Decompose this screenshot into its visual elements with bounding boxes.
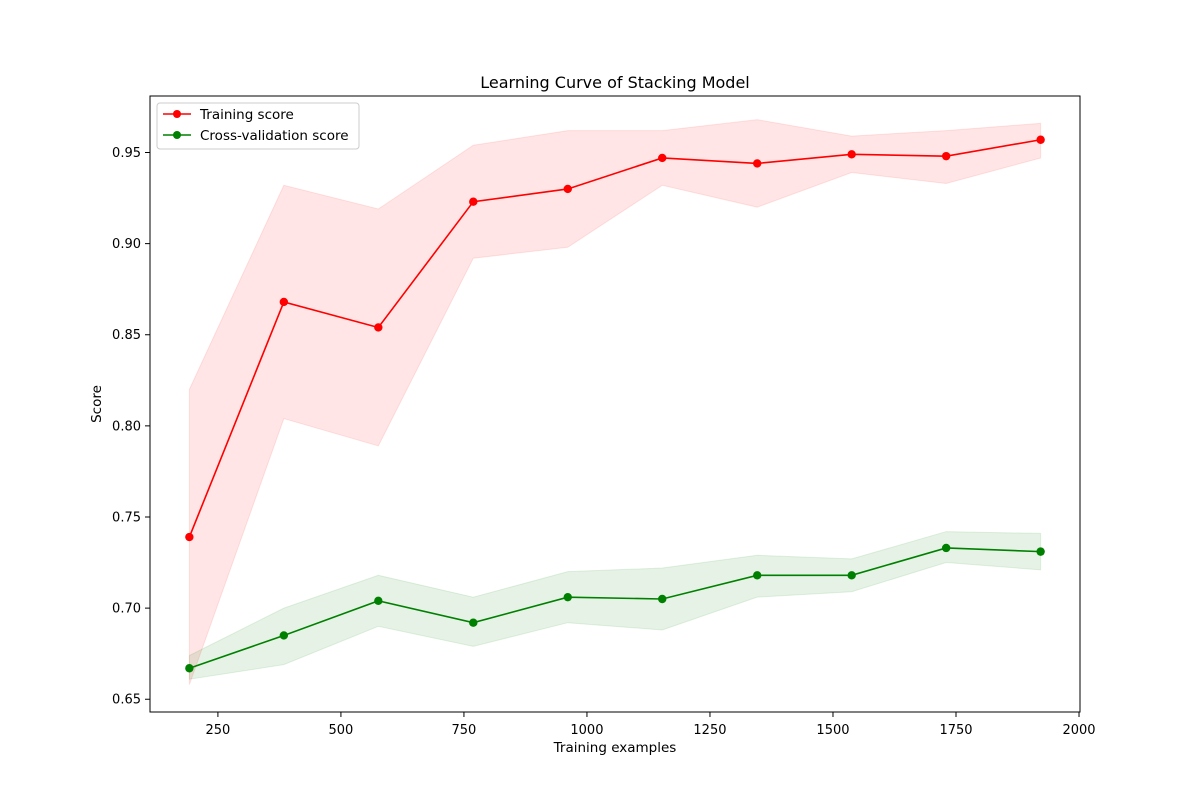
training-score-point: [185, 532, 194, 542]
training-score-point: [1036, 135, 1045, 144]
y-axis-ticks: 0.65 0.70 0.75 0.80 0.85 0.90 0.95: [112, 146, 150, 708]
x-tick-label: 500: [329, 723, 354, 738]
y-tick-label: 0.75: [112, 510, 141, 525]
x-tick-label: 1250: [693, 723, 726, 738]
cross-validation-score-point: [941, 543, 951, 553]
legend-marker-cross-validation: [173, 131, 181, 139]
training-score-point: [753, 159, 762, 168]
x-tick-label: 250: [205, 723, 230, 738]
x-tick-label: 750: [452, 723, 477, 738]
legend-box: [156, 102, 360, 150]
cross-validation-score-point: [658, 594, 667, 604]
training-score-point: [279, 297, 289, 307]
legend-marker-training: [173, 110, 181, 118]
y-axis-label: Score: [89, 385, 105, 423]
confidence-bands: [188, 119, 1042, 685]
x-tick-label: 2000: [1062, 723, 1095, 738]
cross-validation-score-band: [188, 531, 1042, 680]
cross-validation-score-point: [469, 618, 478, 627]
y-tick-label: 0.80: [112, 419, 141, 434]
series-lines: [188, 138, 1041, 670]
training-score-band: [188, 119, 1042, 685]
plot-area-frame: [149, 95, 1081, 713]
legend-label-cross-validation: Cross-validation score: [200, 128, 349, 144]
cross-validation-score-point: [1036, 547, 1045, 556]
cross-validation-score-point: [753, 571, 762, 580]
cross-validation-score-point: [185, 664, 194, 673]
legend: Training score Cross-validation score: [156, 102, 360, 150]
y-tick-label: 0.70: [112, 602, 141, 617]
x-axis-ticks: 250 500 750 1000 1250 1500 1750 2000: [205, 712, 1096, 738]
y-tick-label: 0.65: [112, 693, 141, 708]
x-axis-label: Training examples: [553, 740, 677, 756]
y-tick-label: 0.95: [112, 146, 141, 161]
cross-validation-score-line: [189, 547, 1041, 670]
y-tick-label: 0.85: [112, 328, 141, 343]
y-tick-label: 0.90: [112, 237, 141, 252]
cross-validation-score-point: [374, 596, 383, 606]
x-tick-label: 1500: [816, 723, 849, 738]
training-score-point: [469, 197, 478, 206]
chart-title: Learning Curve of Stacking Model: [480, 73, 750, 92]
training-score-point: [658, 153, 667, 163]
training-score-point: [374, 323, 383, 332]
training-score-point: [847, 150, 856, 159]
legend-label-training: Training score: [199, 107, 294, 123]
cross-validation-score-point: [847, 571, 856, 580]
training-score-point: [563, 184, 572, 194]
series-markers: [185, 135, 1045, 673]
x-tick-label: 1750: [939, 723, 972, 738]
cross-validation-score-point: [279, 631, 289, 640]
x-tick-label: 1000: [570, 723, 603, 738]
training-score-point: [941, 151, 951, 161]
cross-validation-score-point: [563, 592, 572, 602]
training-score-line: [188, 138, 1041, 538]
